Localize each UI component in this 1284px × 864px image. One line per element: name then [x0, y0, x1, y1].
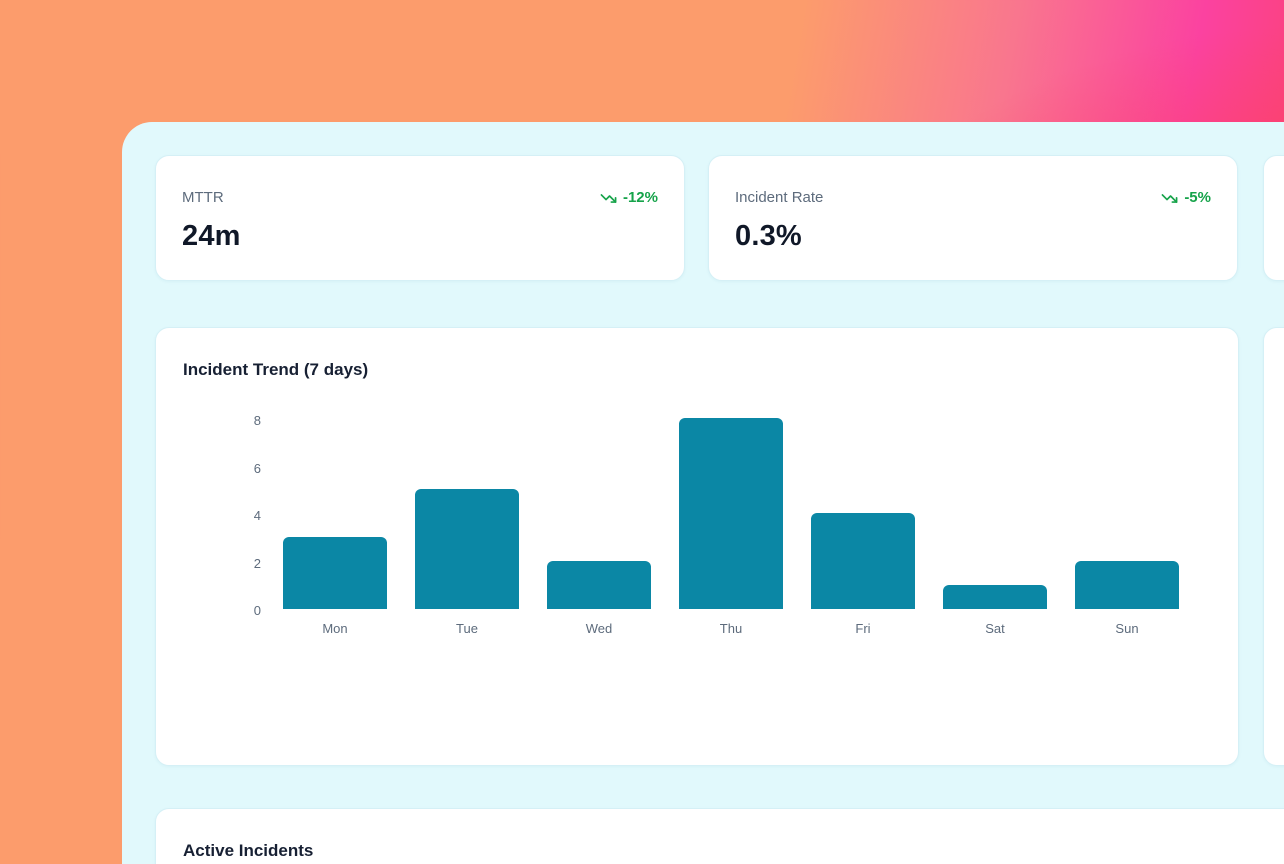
bar-sun — [1075, 561, 1179, 609]
bar-wed — [547, 561, 651, 609]
active-incidents-title: Active Incidents — [183, 841, 314, 860]
x-axis-label: Sat — [985, 621, 1005, 636]
incident-trend-bar-chart: 0 2 4 6 8 Mon Tue Wed Thu Fri Sat Sun — [156, 328, 1238, 765]
bar-tue — [415, 489, 519, 609]
active-incidents-card: Active Incidents — [155, 808, 1284, 864]
bar-mon — [283, 537, 387, 609]
y-axis-tick: 0 — [253, 603, 261, 618]
incident-trend-card: Incident Trend (7 days) 0 2 4 6 8 Mon Tue Wed Th… — [155, 327, 1239, 766]
x-axis-label: Tue — [456, 621, 478, 636]
chart-card-partial — [1263, 327, 1284, 766]
y-axis-tick: 2 — [253, 555, 261, 571]
kpi-value: 24m — [182, 220, 241, 252]
bar-sat — [943, 585, 1047, 609]
kpi-card-incident-rate: Incident Rate 0.3% -5% — [708, 155, 1238, 281]
y-axis-tick: 8 — [253, 413, 261, 428]
x-axis-label: Sun — [1115, 621, 1139, 636]
x-axis-label: Wed — [585, 621, 613, 636]
kpi-card-partial — [1263, 155, 1284, 281]
kpi-trend-value: -5% — [1184, 189, 1211, 206]
dashboard-panel: MTTR 24m -12% Incident Rate 0.3% -5% — [122, 122, 1284, 864]
kpi-trend-badge: -12% — [600, 189, 658, 207]
bar-thu — [679, 418, 783, 609]
kpi-label: MTTR — [182, 189, 224, 206]
kpi-trend-badge: -5% — [1161, 189, 1211, 207]
x-axis-label: Thu — [719, 621, 743, 636]
trending-down-icon — [1161, 190, 1178, 207]
chart-title: Incident Trend (7 days) — [183, 360, 369, 379]
x-axis-label: Fri — [855, 621, 871, 636]
y-axis-tick: 4 — [253, 508, 261, 523]
kpi-value: 0.3% — [735, 220, 802, 252]
x-axis-label: Mon — [322, 621, 348, 636]
kpi-trend-value: -12% — [622, 189, 658, 206]
trending-down-icon — [600, 190, 617, 207]
kpi-card-mttr: MTTR 24m -12% — [155, 155, 685, 281]
bar-fri — [811, 513, 915, 609]
y-axis-tick: 6 — [253, 460, 261, 476]
kpi-label: Incident Rate — [735, 189, 824, 206]
